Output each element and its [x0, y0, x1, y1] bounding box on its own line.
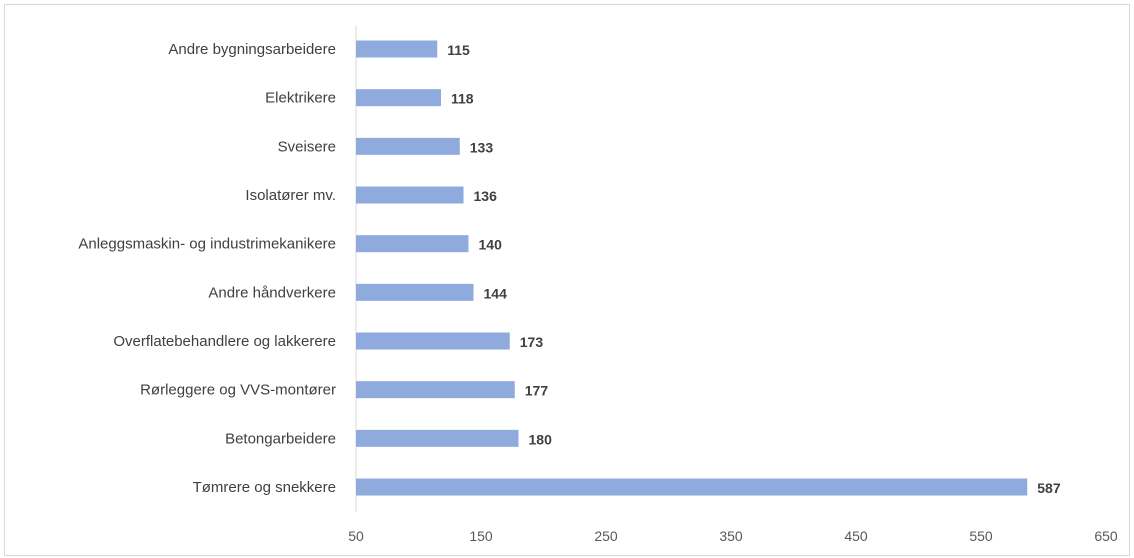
- x-tick-label: 350: [719, 528, 743, 544]
- bar: [356, 137, 460, 155]
- category-label: Betongarbeidere: [225, 430, 336, 447]
- bar: [356, 381, 515, 399]
- x-tick-label: 150: [469, 528, 493, 544]
- category-label: Anleggsmaskin- og industrimekanikere: [78, 236, 336, 253]
- category-label: Andre bygningsarbeidere: [168, 41, 336, 58]
- category-label: Elektrikere: [265, 90, 336, 107]
- category-label: Overflatebehandlere og lakkerere: [113, 333, 336, 350]
- data-label: 587: [1037, 480, 1061, 496]
- x-tick-label: 450: [844, 528, 868, 544]
- bar: [356, 186, 464, 204]
- data-label: 115: [447, 42, 470, 58]
- bar: [356, 478, 1028, 496]
- chart-frame: [4, 4, 1130, 556]
- category-label: Rørleggere og VVS-montører: [140, 382, 336, 399]
- x-tick-label: 550: [969, 528, 993, 544]
- bar: [356, 283, 474, 301]
- bar: [356, 235, 469, 253]
- x-tick-label: 250: [594, 528, 618, 544]
- bar: [356, 332, 510, 350]
- bar: [356, 429, 519, 447]
- category-label: Sveisere: [278, 138, 336, 155]
- data-label: 118: [451, 91, 474, 107]
- data-label: 173: [520, 334, 544, 350]
- category-label: Isolatører mv.: [245, 187, 336, 204]
- data-label: 140: [479, 237, 503, 253]
- data-label: 136: [474, 188, 498, 204]
- x-tick-label: 50: [348, 528, 364, 544]
- data-label: 177: [525, 383, 549, 399]
- category-label: Tømrere og snekkere: [193, 479, 336, 496]
- x-tick-label: 650: [1094, 528, 1118, 544]
- data-label: 180: [529, 431, 553, 447]
- data-label: 144: [484, 285, 508, 301]
- bar: [356, 89, 441, 107]
- category-label: Andre håndverkere: [208, 284, 336, 301]
- data-label: 133: [470, 139, 494, 155]
- bar: [356, 40, 438, 58]
